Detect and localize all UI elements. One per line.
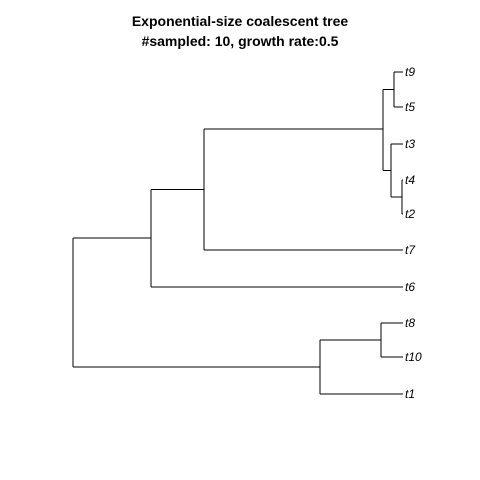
tip-label-t6: t6 [405, 280, 415, 294]
tip-label-t2: t2 [405, 207, 415, 221]
tip-label-t1: t1 [405, 387, 415, 401]
tip-label-t5: t5 [405, 100, 415, 114]
tip-label-t3: t3 [405, 137, 415, 151]
tree-tip-labels: t9 t5 t3 t4 t2 t7 t6 t8 t10 t1 [405, 65, 422, 401]
tree-branches [72, 71, 403, 395]
figure-title-line-2: #sampled: 10, growth rate:0.5 [142, 33, 339, 49]
tip-label-t4: t4 [405, 173, 415, 187]
tip-label-t9: t9 [405, 65, 415, 79]
tip-label-t7: t7 [405, 243, 416, 257]
tip-label-t8: t8 [405, 316, 415, 330]
tip-label-t10: t10 [405, 350, 422, 364]
figure-title-line-1: Exponential-size coalescent tree [132, 13, 349, 29]
